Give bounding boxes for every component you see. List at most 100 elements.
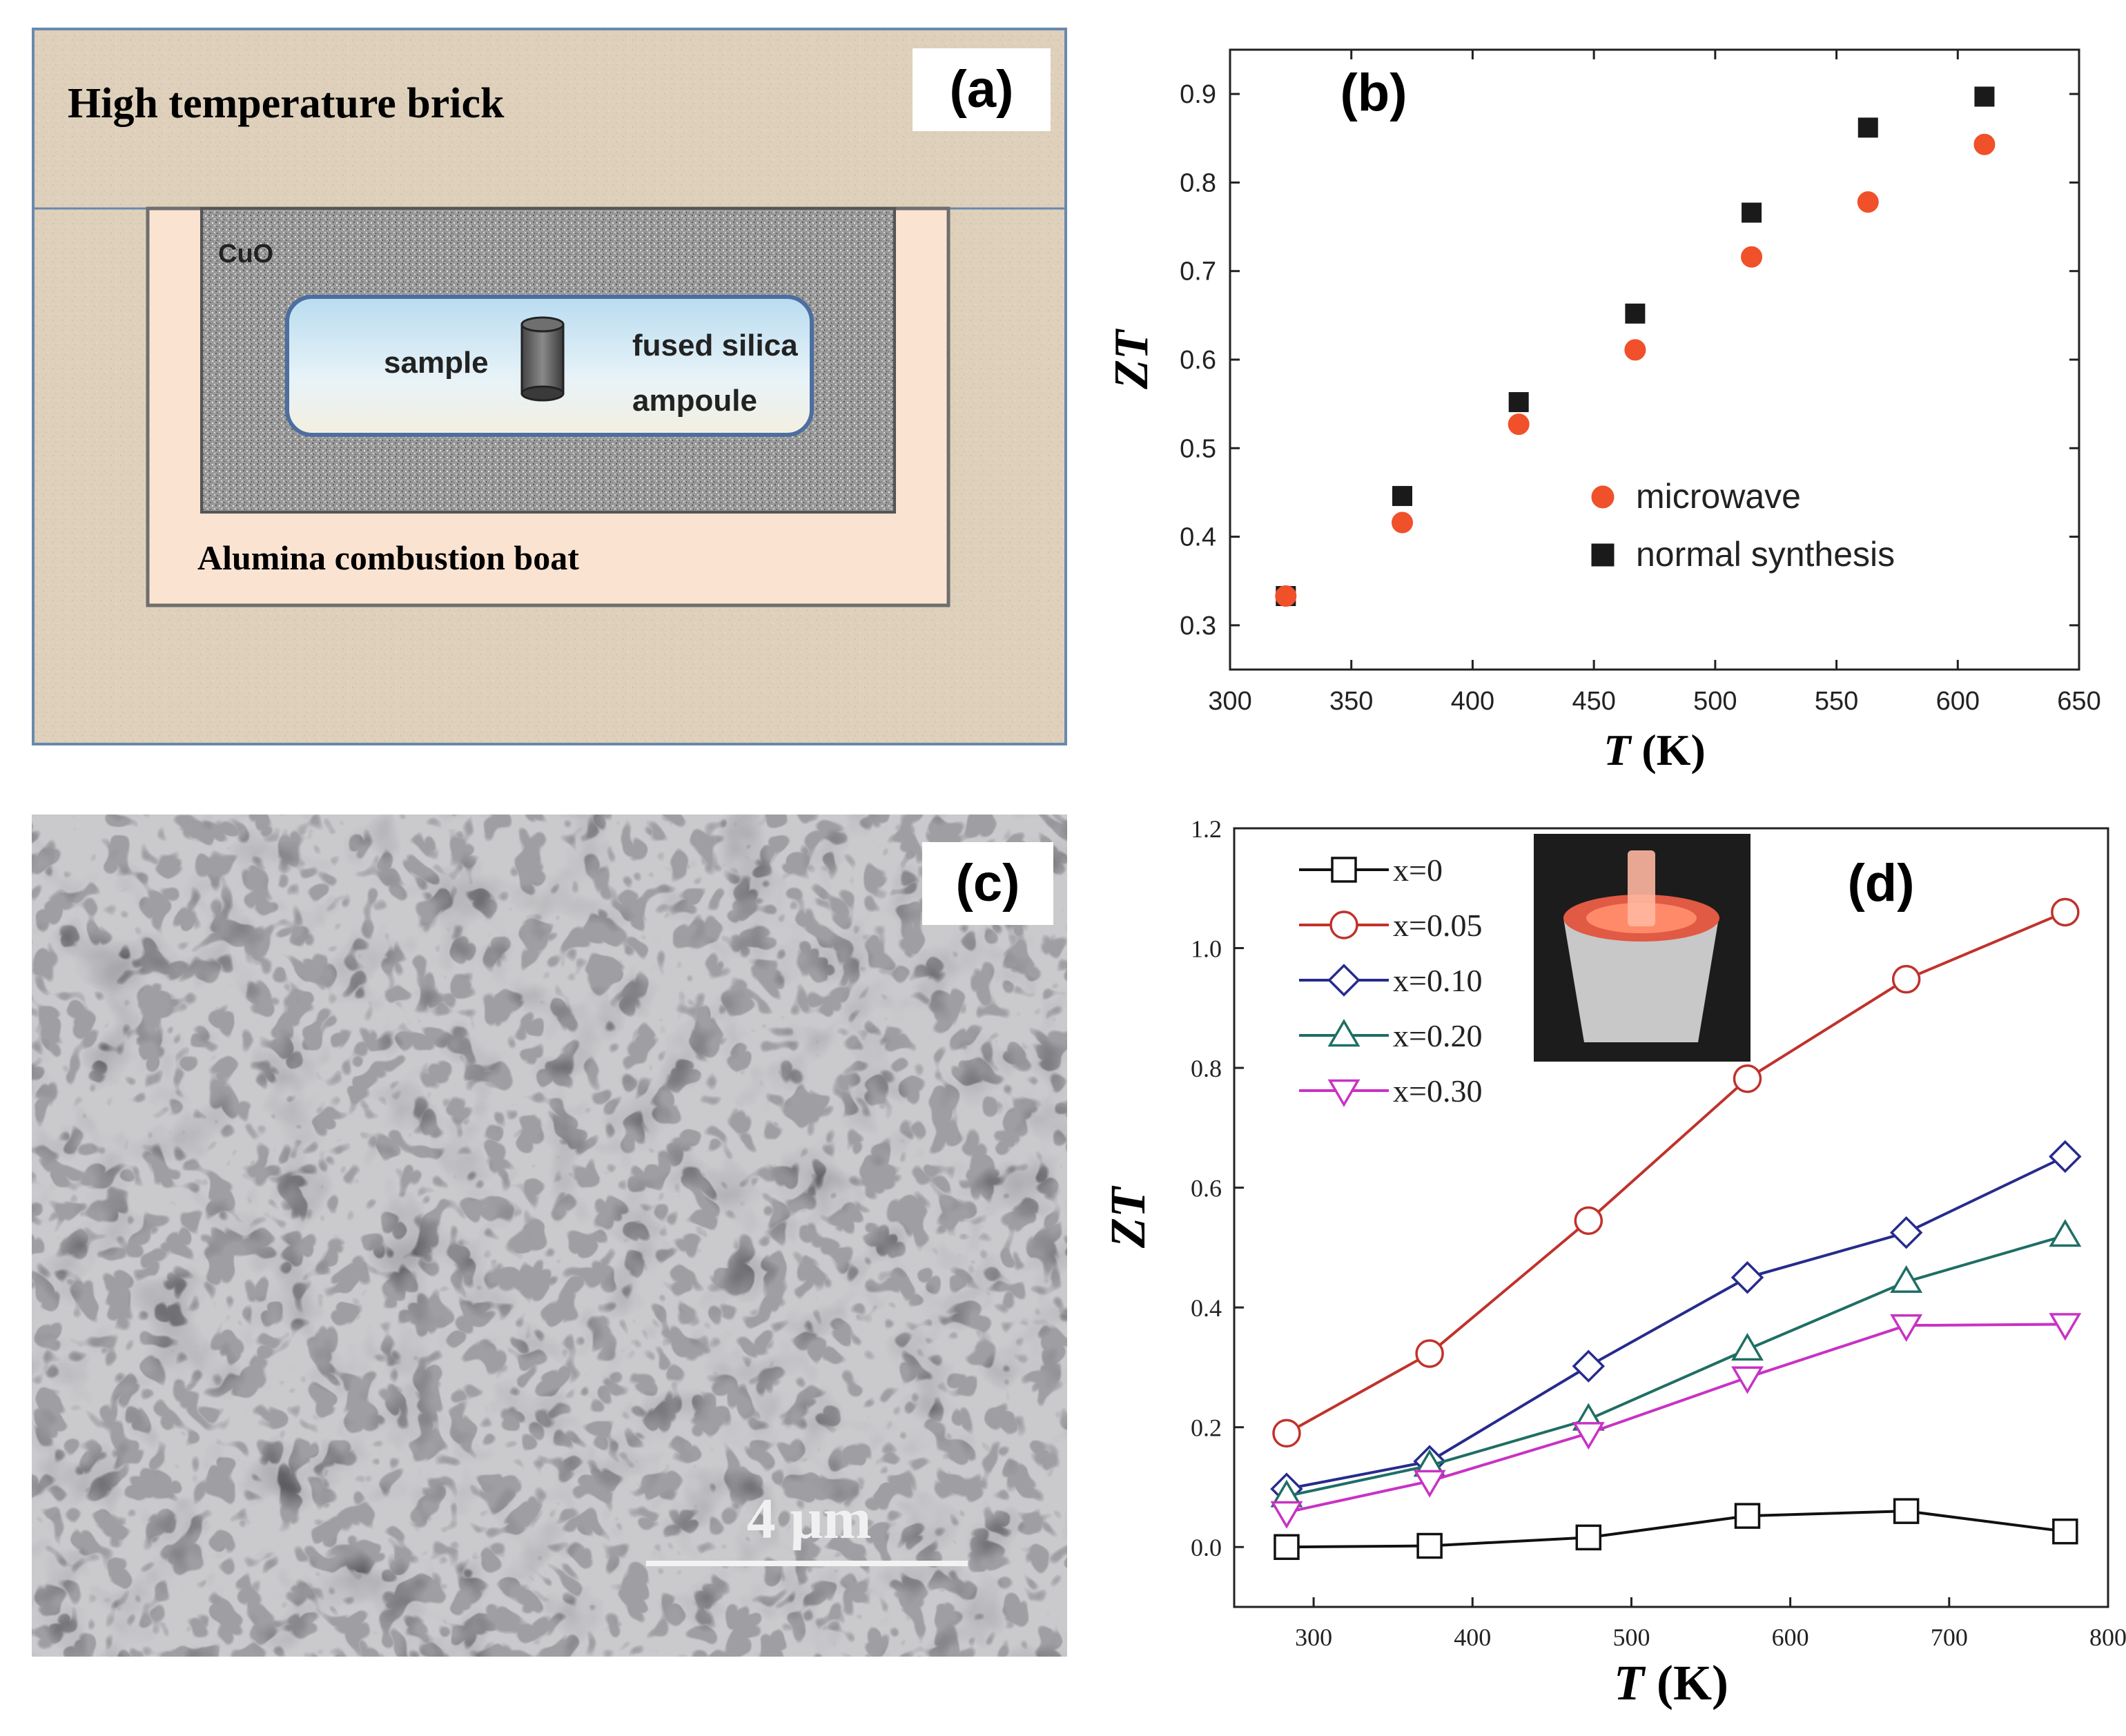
y-tick-label: 0.4: [1191, 1294, 1222, 1322]
panel-c-label-box: [922, 842, 1053, 925]
scalebar-label: 4 μm: [747, 1487, 872, 1551]
x-axis-label: T (K): [1603, 725, 1706, 774]
y-tick-label: 0.6: [1180, 346, 1216, 375]
x-tick-label: 400: [1451, 687, 1494, 716]
x-tick-label: 800: [2089, 1623, 2126, 1651]
legend-marker: [1591, 485, 1615, 509]
legend-label: normal synthesis: [1636, 535, 1895, 574]
inset-crucible-body: [1563, 918, 1719, 1042]
series-point: [1734, 1503, 1761, 1529]
series-point: [1272, 1418, 1301, 1448]
microwave-point: [1741, 246, 1763, 268]
y-tick-label: 1.0: [1191, 935, 1222, 963]
ampoule-label-line1: fused silica: [632, 329, 798, 362]
series-point: [1574, 1206, 1603, 1236]
series-point: [1270, 1501, 1303, 1529]
series-point: [2049, 1313, 2082, 1341]
panel-a: (a) High temperature brick CuO sample fu…: [32, 28, 1067, 745]
series-point: [1572, 1349, 1606, 1383]
legend-label: microwave: [1636, 477, 1801, 516]
microwave-point: [1392, 511, 1414, 534]
y-tick-label: 0.9: [1180, 80, 1216, 109]
panel-d: 300 400 500 600 700 800 0.0 0.2 0.4 0.6 0.8 1.0 1.2 T…: [1077, 815, 2126, 1733]
series-point: [1889, 1216, 1923, 1249]
series-line: [1286, 1155, 2066, 1491]
normal-synthesis-point: [1742, 202, 1762, 223]
series-point: [1733, 1064, 1762, 1093]
series-point: [2049, 1140, 2082, 1173]
x-tick-label: 500: [1693, 687, 1737, 716]
series-point: [1893, 1498, 1920, 1524]
zt-scatter-chart: 300 350 400 450 500 550 600 650 0.3 0.4 0.5 0.6 0.7 0…: [1105, 48, 2101, 774]
zt-line-chart: 300 400 500 600 700 800 0.0 0.2 0.4 0.6 0.8 1.0 1.2 T…: [1100, 815, 2126, 1710]
boat-label: Alumina combustion boat: [197, 538, 579, 577]
panel-c-label: (c): [956, 854, 1020, 913]
x-tick-label: 350: [1329, 687, 1373, 716]
sample-cylinder-icon: [520, 316, 565, 402]
x-tick-label: 600: [1772, 1623, 1809, 1651]
series-point: [1274, 1534, 1300, 1560]
legend-marker: [1327, 1079, 1361, 1107]
y-tick-label: 0.8: [1180, 168, 1216, 197]
inset-photo: [1534, 834, 1750, 1062]
x-axis-label-unit: (K): [1630, 725, 1705, 774]
normal-synthesis-point: [1857, 117, 1878, 138]
ampoule-label-line2: ampoule: [632, 384, 757, 418]
legend-marker: [1327, 964, 1361, 997]
panel-c: (c) 4 μm: [32, 815, 1067, 1657]
panel-b-label: (b): [1340, 64, 1407, 122]
series-point: [2052, 1518, 2078, 1545]
brick-label: High temperature brick: [68, 80, 505, 127]
series-point: [2051, 897, 2080, 927]
y-tick-label: 0.2: [1191, 1414, 1222, 1442]
microwave-point: [1973, 133, 1996, 155]
furnace-schematic: (a) High temperature brick CuO sample fu…: [32, 28, 1067, 745]
series-line: [1285, 910, 2066, 1435]
panel-a-label-box: [913, 48, 1051, 131]
y-tick-label: 0.4: [1180, 523, 1216, 552]
normal-synthesis-point: [1392, 486, 1413, 507]
panel-b: 300 350 400 450 500 550 600 650 0.3 0.4 0.5 0.6 0.7 0…: [1077, 14, 2126, 815]
x-axis-label-var: T: [1614, 1655, 1646, 1710]
series-line: [1286, 1234, 2066, 1498]
plot-frame: [1229, 48, 2080, 671]
legend-marker: [1327, 1019, 1361, 1047]
series-point: [1572, 1422, 1605, 1450]
sample-label: sample: [384, 346, 489, 380]
x-tick-label: 650: [2057, 687, 2100, 716]
x-axis-label-unit: (K): [1644, 1655, 1728, 1710]
x-tick-label: 300: [1208, 687, 1251, 716]
inset-glowing-ampoule: [1628, 850, 1655, 926]
x-axis-label: T (K): [1614, 1655, 1728, 1710]
series-line: [1286, 1510, 2066, 1549]
x-tick-label: 400: [1454, 1623, 1491, 1651]
microwave-point: [1275, 585, 1297, 607]
series-point: [1730, 1261, 1764, 1294]
plot-frame: [1233, 827, 2109, 1608]
normal-synthesis-point: [1508, 392, 1529, 413]
normal-synthesis-point: [1974, 86, 1995, 107]
series-point: [2049, 1219, 2082, 1247]
y-tick-label: 0.8: [1191, 1055, 1222, 1082]
series-point: [1731, 1333, 1764, 1361]
legend-label: x=0.05: [1393, 908, 1482, 943]
series-point: [1731, 1366, 1764, 1394]
y-axis-label: ZT: [1100, 1185, 1155, 1249]
legend-label: x=0.20: [1393, 1018, 1482, 1053]
series-point: [1890, 1265, 1923, 1294]
legend-marker: [1329, 910, 1358, 939]
cuo-label: CuO: [218, 240, 273, 269]
y-tick-label: 0.7: [1180, 257, 1216, 286]
legend-marker: [1591, 543, 1615, 567]
x-tick-label: 450: [1572, 687, 1615, 716]
x-tick-label: 700: [1931, 1623, 1968, 1651]
series-point: [1890, 1314, 1923, 1343]
series-point: [1416, 1532, 1443, 1559]
microwave-point: [1624, 339, 1646, 361]
legend-label: x=0.30: [1393, 1073, 1482, 1109]
x-tick-label: 500: [1612, 1623, 1650, 1651]
y-axis-label: ZT: [1105, 328, 1158, 390]
x-tick-label: 600: [1936, 687, 1980, 716]
microwave-point: [1508, 413, 1530, 436]
series-point: [1413, 1470, 1446, 1498]
